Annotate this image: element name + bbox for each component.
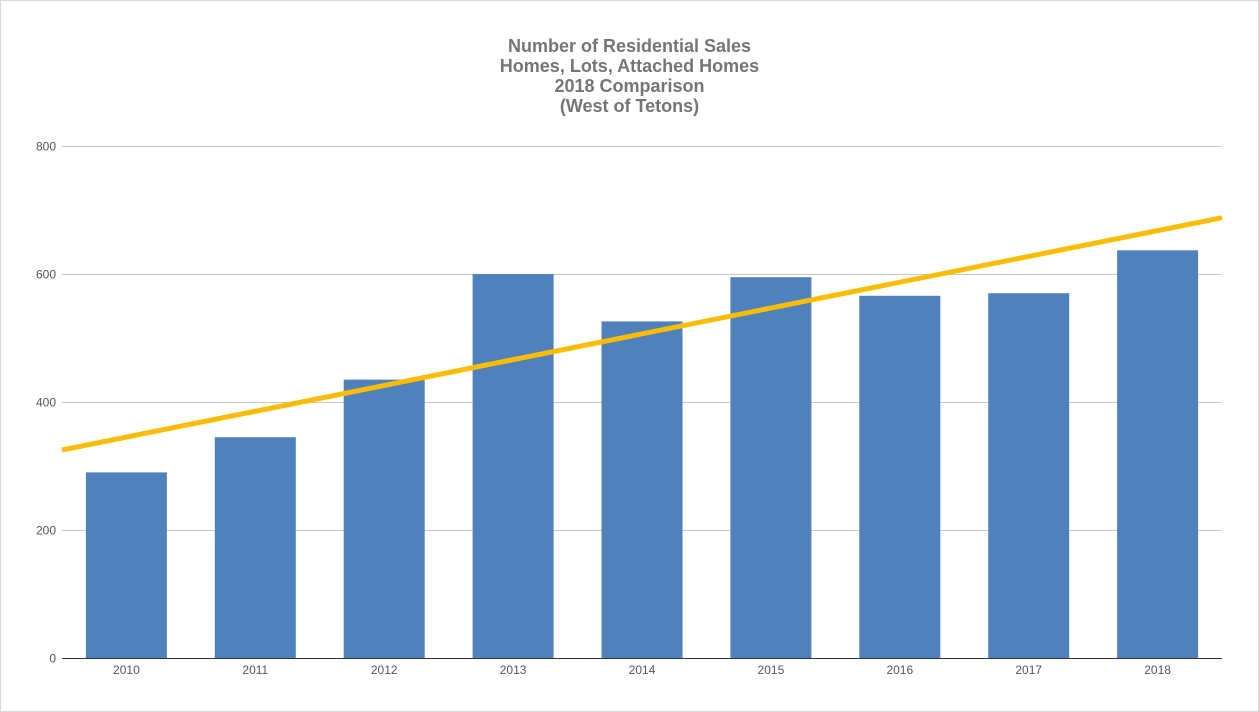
x-tick-label: 2010 (113, 663, 140, 677)
trendline (61, 215, 1223, 453)
bar-2018 (1117, 250, 1199, 659)
y-tick-label: 0 (49, 652, 56, 666)
chart-title: Number of Residential Sales Homes, Lots,… (0, 36, 1259, 116)
x-tick-label: 2013 (500, 663, 527, 677)
chart-title-line-2: Homes, Lots, Attached Homes (499, 56, 760, 76)
y-tick-label: 600 (36, 268, 56, 282)
bar-2015 (730, 277, 812, 658)
bar-2010 (85, 472, 167, 658)
y-tick-label: 400 (36, 396, 56, 410)
x-tick-label: 2015 (758, 663, 785, 677)
y-tick-label: 800 (36, 140, 56, 154)
x-tick-label: 2016 (886, 663, 913, 677)
x-tick-label: 2012 (371, 663, 398, 677)
chart-title-line-4: (West of Tetons) (559, 96, 700, 116)
y-tick-label: 200 (36, 524, 56, 538)
bar-2011 (214, 437, 296, 658)
trendline-layer (61, 215, 1223, 453)
x-tick-label: 2014 (629, 663, 656, 677)
bar-2012 (343, 379, 425, 658)
bar-2014 (601, 321, 683, 658)
chart-title-line-3: 2018 Comparison (554, 76, 705, 96)
axes: 0 200 400 600 800 2010 2011 2012 2013 2014 2015 201… (36, 140, 1222, 677)
x-tick-label: 2017 (1015, 663, 1042, 677)
bar-2016 (859, 295, 941, 658)
chart-title-line-1: Number of Residential Sales (507, 36, 752, 56)
bar-2013 (472, 274, 554, 658)
bars (85, 250, 1199, 659)
x-tick-label: 2018 (1144, 663, 1171, 677)
bar-2017 (988, 293, 1070, 658)
x-tick-label: 2011 (242, 663, 268, 677)
